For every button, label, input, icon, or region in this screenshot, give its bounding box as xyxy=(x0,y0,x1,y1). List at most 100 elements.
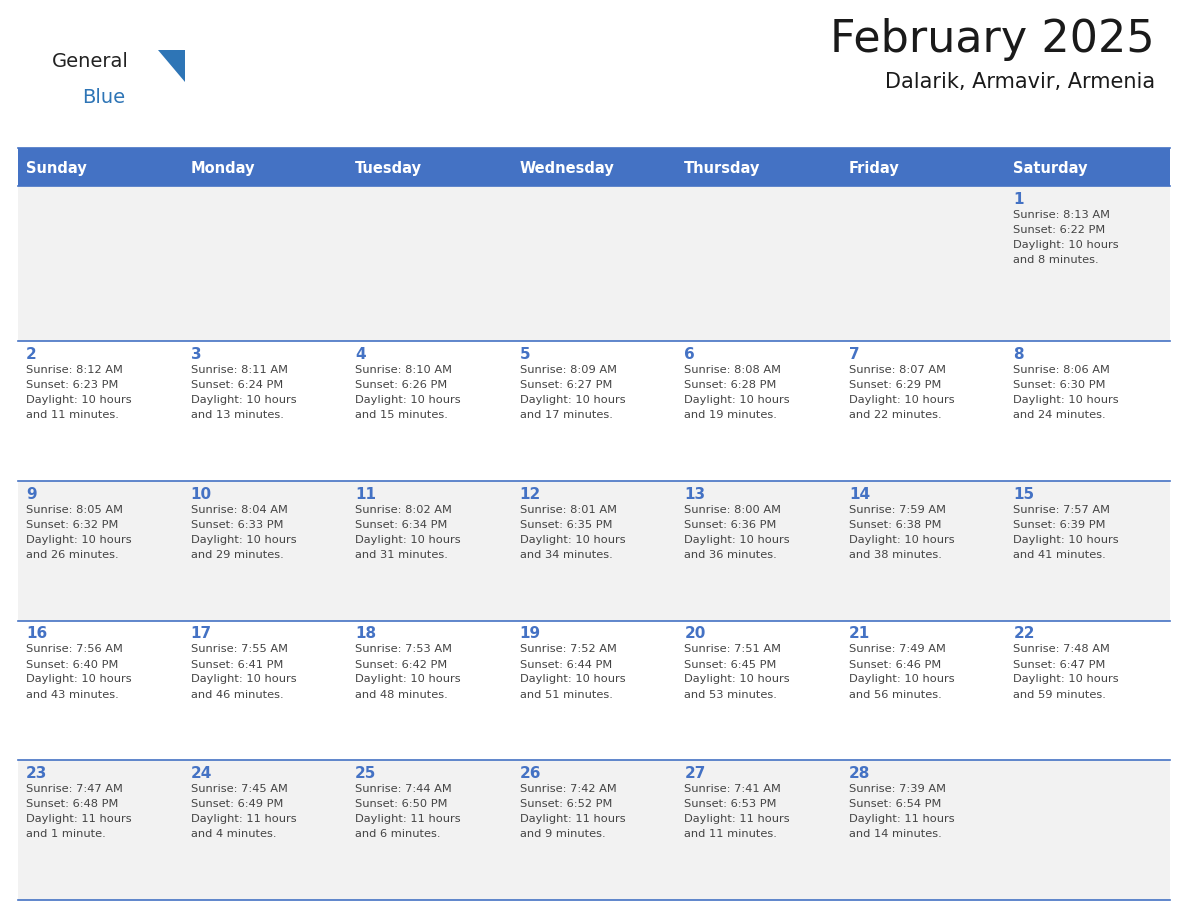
Text: Sunrise: 8:07 AM: Sunrise: 8:07 AM xyxy=(849,365,946,375)
Text: Sunset: 6:48 PM: Sunset: 6:48 PM xyxy=(26,800,119,810)
Text: Tuesday: Tuesday xyxy=(355,162,422,176)
Text: 20: 20 xyxy=(684,626,706,642)
Text: Daylight: 10 hours: Daylight: 10 hours xyxy=(190,535,296,544)
Text: Sunset: 6:39 PM: Sunset: 6:39 PM xyxy=(1013,520,1106,530)
Text: 6: 6 xyxy=(684,347,695,362)
Text: 19: 19 xyxy=(519,626,541,642)
Text: Sunrise: 8:01 AM: Sunrise: 8:01 AM xyxy=(519,505,617,515)
Text: Sunset: 6:40 PM: Sunset: 6:40 PM xyxy=(26,659,119,669)
Text: Sunset: 6:45 PM: Sunset: 6:45 PM xyxy=(684,659,777,669)
Text: Sunset: 6:54 PM: Sunset: 6:54 PM xyxy=(849,800,941,810)
Text: Sunset: 6:30 PM: Sunset: 6:30 PM xyxy=(1013,380,1106,390)
Text: Daylight: 10 hours: Daylight: 10 hours xyxy=(26,675,132,685)
Text: Blue: Blue xyxy=(82,88,125,107)
Text: Monday: Monday xyxy=(190,162,255,176)
Text: Daylight: 10 hours: Daylight: 10 hours xyxy=(684,535,790,544)
Text: February 2025: February 2025 xyxy=(830,18,1155,61)
Text: Sunset: 6:26 PM: Sunset: 6:26 PM xyxy=(355,380,448,390)
Text: and 46 minutes.: and 46 minutes. xyxy=(190,689,283,700)
Text: Daylight: 10 hours: Daylight: 10 hours xyxy=(1013,395,1119,405)
Text: 27: 27 xyxy=(684,767,706,781)
Text: Sunday: Sunday xyxy=(26,162,87,176)
Text: Sunrise: 7:48 AM: Sunrise: 7:48 AM xyxy=(1013,644,1111,655)
Text: Sunrise: 8:05 AM: Sunrise: 8:05 AM xyxy=(26,505,124,515)
Polygon shape xyxy=(158,50,185,82)
Text: Sunset: 6:50 PM: Sunset: 6:50 PM xyxy=(355,800,448,810)
Text: Daylight: 11 hours: Daylight: 11 hours xyxy=(26,814,132,824)
Text: Sunrise: 7:51 AM: Sunrise: 7:51 AM xyxy=(684,644,782,655)
Text: Daylight: 10 hours: Daylight: 10 hours xyxy=(1013,675,1119,685)
Text: and 24 minutes.: and 24 minutes. xyxy=(1013,410,1106,420)
Text: Sunrise: 7:42 AM: Sunrise: 7:42 AM xyxy=(519,784,617,794)
Text: 22: 22 xyxy=(1013,626,1035,642)
Text: Daylight: 10 hours: Daylight: 10 hours xyxy=(519,535,625,544)
Text: and 15 minutes.: and 15 minutes. xyxy=(355,410,448,420)
Text: 13: 13 xyxy=(684,487,706,502)
Text: and 1 minute.: and 1 minute. xyxy=(26,829,106,839)
Text: Daylight: 11 hours: Daylight: 11 hours xyxy=(849,814,954,824)
Text: Daylight: 10 hours: Daylight: 10 hours xyxy=(684,395,790,405)
Text: Sunrise: 8:08 AM: Sunrise: 8:08 AM xyxy=(684,365,782,375)
Text: Sunrise: 7:55 AM: Sunrise: 7:55 AM xyxy=(190,644,287,655)
Text: and 48 minutes.: and 48 minutes. xyxy=(355,689,448,700)
Text: and 53 minutes.: and 53 minutes. xyxy=(684,689,777,700)
Text: Sunset: 6:32 PM: Sunset: 6:32 PM xyxy=(26,520,119,530)
Text: 11: 11 xyxy=(355,487,377,502)
Text: 15: 15 xyxy=(1013,487,1035,502)
Text: Sunrise: 7:41 AM: Sunrise: 7:41 AM xyxy=(684,784,782,794)
Text: Daylight: 11 hours: Daylight: 11 hours xyxy=(355,814,461,824)
Text: and 41 minutes.: and 41 minutes. xyxy=(1013,550,1106,560)
Text: 5: 5 xyxy=(519,347,530,362)
Text: Sunrise: 8:02 AM: Sunrise: 8:02 AM xyxy=(355,505,451,515)
Text: Sunrise: 8:12 AM: Sunrise: 8:12 AM xyxy=(26,365,122,375)
Text: Sunrise: 8:13 AM: Sunrise: 8:13 AM xyxy=(1013,210,1111,220)
Bar xyxy=(18,186,1170,341)
Text: Sunset: 6:49 PM: Sunset: 6:49 PM xyxy=(190,800,283,810)
Text: Daylight: 11 hours: Daylight: 11 hours xyxy=(684,814,790,824)
Text: Sunset: 6:38 PM: Sunset: 6:38 PM xyxy=(849,520,941,530)
Text: and 13 minutes.: and 13 minutes. xyxy=(190,410,284,420)
Text: Sunrise: 7:59 AM: Sunrise: 7:59 AM xyxy=(849,505,946,515)
Text: Sunrise: 7:44 AM: Sunrise: 7:44 AM xyxy=(355,784,451,794)
Text: and 9 minutes.: and 9 minutes. xyxy=(519,829,606,839)
Text: Daylight: 10 hours: Daylight: 10 hours xyxy=(190,675,296,685)
Text: Sunrise: 7:56 AM: Sunrise: 7:56 AM xyxy=(26,644,122,655)
Text: Daylight: 10 hours: Daylight: 10 hours xyxy=(26,535,132,544)
Text: and 51 minutes.: and 51 minutes. xyxy=(519,689,613,700)
Bar xyxy=(18,481,1170,621)
Bar xyxy=(18,148,1170,186)
Text: and 11 minutes.: and 11 minutes. xyxy=(26,410,119,420)
Text: and 17 minutes.: and 17 minutes. xyxy=(519,410,613,420)
Text: Sunset: 6:42 PM: Sunset: 6:42 PM xyxy=(355,659,448,669)
Text: and 19 minutes.: and 19 minutes. xyxy=(684,410,777,420)
Text: Daylight: 10 hours: Daylight: 10 hours xyxy=(519,395,625,405)
Text: Sunset: 6:36 PM: Sunset: 6:36 PM xyxy=(684,520,777,530)
Text: Daylight: 10 hours: Daylight: 10 hours xyxy=(355,675,461,685)
Text: Daylight: 10 hours: Daylight: 10 hours xyxy=(849,535,954,544)
Text: and 36 minutes.: and 36 minutes. xyxy=(684,550,777,560)
Text: Daylight: 11 hours: Daylight: 11 hours xyxy=(519,814,625,824)
Text: Daylight: 10 hours: Daylight: 10 hours xyxy=(684,675,790,685)
Text: Daylight: 10 hours: Daylight: 10 hours xyxy=(519,675,625,685)
Text: Thursday: Thursday xyxy=(684,162,760,176)
Text: and 59 minutes.: and 59 minutes. xyxy=(1013,689,1106,700)
Text: and 4 minutes.: and 4 minutes. xyxy=(190,829,276,839)
Text: Sunset: 6:34 PM: Sunset: 6:34 PM xyxy=(355,520,448,530)
Text: General: General xyxy=(52,52,128,71)
Text: Sunrise: 7:49 AM: Sunrise: 7:49 AM xyxy=(849,644,946,655)
Text: Wednesday: Wednesday xyxy=(519,162,614,176)
Text: Daylight: 10 hours: Daylight: 10 hours xyxy=(190,395,296,405)
Text: Daylight: 10 hours: Daylight: 10 hours xyxy=(26,395,132,405)
Text: Dalarik, Armavir, Armenia: Dalarik, Armavir, Armenia xyxy=(885,72,1155,92)
Text: Saturday: Saturday xyxy=(1013,162,1088,176)
Text: Daylight: 10 hours: Daylight: 10 hours xyxy=(355,395,461,405)
Text: Sunrise: 7:39 AM: Sunrise: 7:39 AM xyxy=(849,784,946,794)
Text: Sunset: 6:46 PM: Sunset: 6:46 PM xyxy=(849,659,941,669)
Text: Sunset: 6:44 PM: Sunset: 6:44 PM xyxy=(519,659,612,669)
Text: 23: 23 xyxy=(26,767,48,781)
Text: Sunrise: 8:10 AM: Sunrise: 8:10 AM xyxy=(355,365,453,375)
Text: 10: 10 xyxy=(190,487,211,502)
Text: Sunset: 6:22 PM: Sunset: 6:22 PM xyxy=(1013,225,1106,235)
Text: 7: 7 xyxy=(849,347,859,362)
Text: Sunrise: 8:09 AM: Sunrise: 8:09 AM xyxy=(519,365,617,375)
